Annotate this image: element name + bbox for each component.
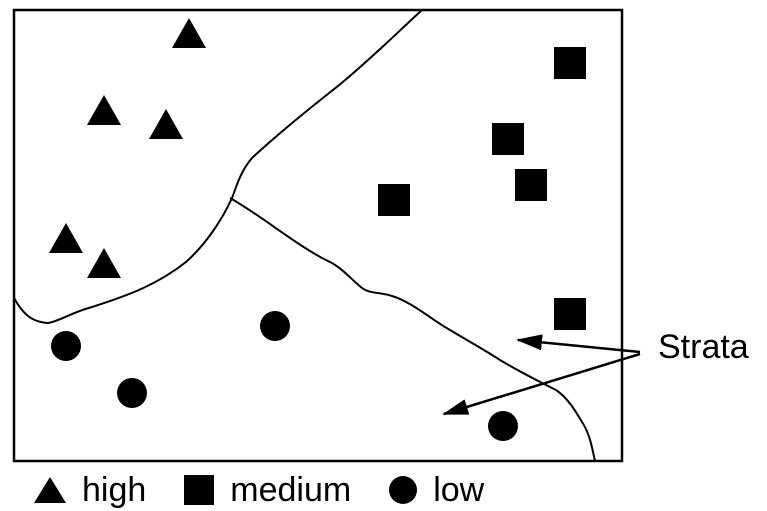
legend-label-medium: medium (230, 471, 352, 509)
high-marker (172, 18, 206, 48)
stratum-boundary-low (229, 197, 596, 462)
square-icon (184, 475, 215, 505)
high-marker (149, 109, 183, 139)
circle-icon (389, 476, 418, 504)
legend-item-medium: medium (184, 473, 351, 507)
medium-marker (554, 298, 586, 330)
legend: high medium low (34, 472, 522, 508)
medium-marker (515, 169, 547, 201)
triangle-icon (34, 477, 66, 503)
stratum-boundary-high (13, 9, 423, 325)
legend-item-low: low (389, 473, 484, 507)
strata-arrow-medium (516, 334, 641, 354)
high-marker (49, 223, 83, 253)
low-marker (488, 411, 518, 441)
medium-marker (378, 184, 410, 216)
low-marker (117, 378, 147, 408)
low-marker (260, 311, 290, 341)
legend-label-high: high (82, 471, 147, 509)
strata-label: Strata (658, 328, 749, 366)
medium-marker (554, 47, 586, 79)
medium-marker (492, 123, 524, 155)
low-marker (51, 331, 81, 361)
map-frame (12, 8, 624, 463)
strata-arrow-low (442, 352, 641, 416)
legend-item-high: high (34, 473, 146, 507)
legend-label-low: low (433, 471, 485, 509)
high-marker (87, 95, 121, 125)
high-marker (87, 248, 121, 278)
